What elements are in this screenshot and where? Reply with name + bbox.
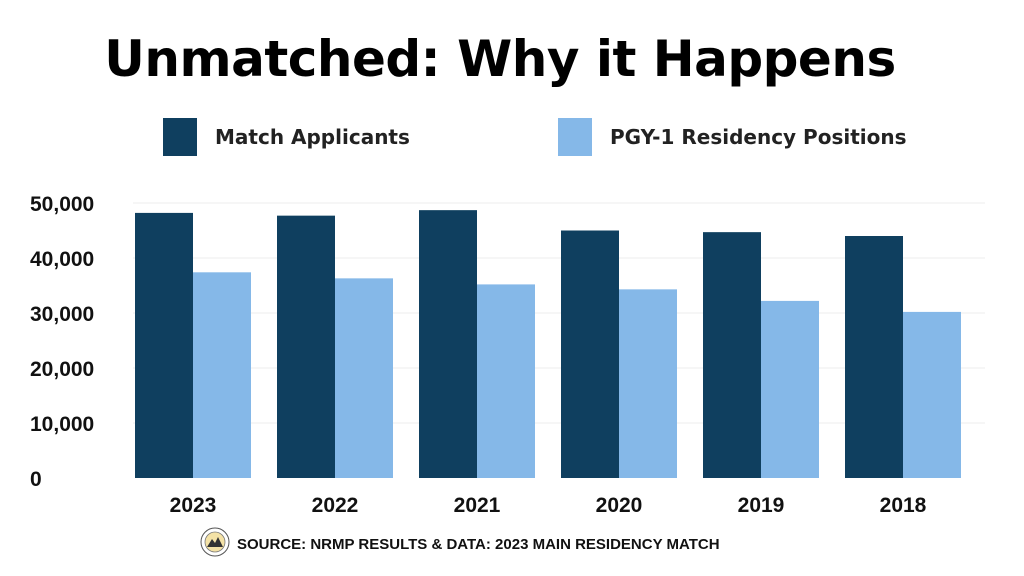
x-tick-label: 2020 (596, 494, 643, 517)
x-tick-label: 2019 (738, 494, 785, 517)
bar-match-applicants (703, 232, 761, 478)
y-tick-label: 40,000 (30, 248, 94, 271)
legend-label-pgy1-positions: PGY-1 Residency Positions (610, 125, 907, 149)
x-tick-label: 2022 (312, 494, 359, 517)
bar-pgy1-positions (903, 311, 961, 478)
y-tick-label: 0 (30, 468, 42, 491)
bar-pgy1-positions (761, 300, 819, 478)
bar-pgy1-positions (477, 284, 535, 478)
legend-swatch-match-applicants (163, 118, 197, 156)
bar-match-applicants (845, 236, 903, 478)
y-tick-label: 30,000 (30, 303, 94, 326)
chart-title: Unmatched: Why it Happens (104, 30, 896, 88)
legend-swatch-pgy1-positions (558, 118, 592, 156)
x-tick-label: 2018 (880, 494, 927, 517)
bar-match-applicants (419, 210, 477, 478)
bar-match-applicants (561, 230, 619, 478)
bar-pgy1-positions (619, 289, 677, 478)
y-tick-label: 10,000 (30, 413, 94, 436)
x-tick-label: 2021 (454, 494, 501, 517)
y-tick-label: 50,000 (30, 193, 94, 216)
bar-pgy1-positions (335, 278, 393, 478)
logo-seal-icon (200, 527, 230, 557)
y-tick-label: 20,000 (30, 358, 94, 381)
x-tick-label: 2023 (170, 494, 217, 517)
source-note: SOURCE: NRMP RESULTS & DATA: 2023 MAIN R… (237, 536, 720, 553)
bar-match-applicants (135, 212, 193, 478)
bar-pgy1-positions (193, 272, 251, 478)
legend-label-match-applicants: Match Applicants (215, 125, 410, 149)
bar-match-applicants (277, 215, 335, 478)
legend-item-match-applicants: Match Applicants (163, 118, 410, 156)
legend-item-pgy1-positions: PGY-1 Residency Positions (558, 118, 907, 156)
